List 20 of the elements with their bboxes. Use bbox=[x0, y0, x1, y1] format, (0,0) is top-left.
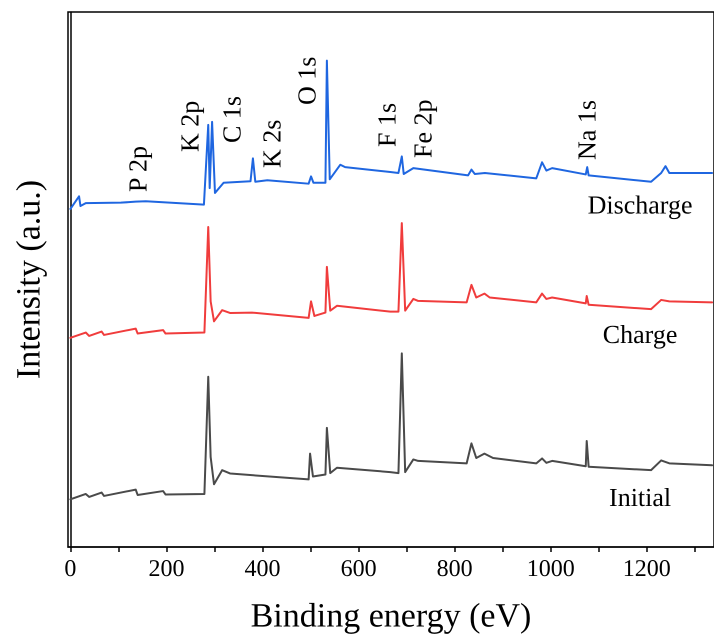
x-tick-label: 200 bbox=[148, 556, 184, 582]
annotation: K 2s bbox=[258, 120, 286, 168]
x-tick-label: 800 bbox=[436, 556, 473, 582]
annotation: P 2p bbox=[124, 146, 152, 192]
x-tick-label: 1000 bbox=[526, 556, 575, 582]
annotation: K 2p bbox=[176, 100, 204, 152]
x-tick-label: 1200 bbox=[622, 556, 671, 582]
x-tick-label: 0 bbox=[64, 556, 76, 582]
annotation: F 1s bbox=[372, 102, 402, 147]
annotation: Fe 2p bbox=[408, 100, 438, 158]
series-label: Initial bbox=[609, 482, 672, 512]
y-axis-title: Intensity (a.u.) bbox=[10, 180, 48, 380]
series-label: Charge bbox=[602, 320, 678, 349]
annotation: C 1s bbox=[218, 96, 246, 143]
annotation: O 1s bbox=[292, 56, 322, 105]
series-label: Discharge bbox=[588, 190, 693, 220]
x-axis-title: Binding energy (eV) bbox=[250, 598, 532, 634]
x-tick-label: 400 bbox=[244, 556, 281, 582]
x-tick-label: 600 bbox=[340, 556, 377, 582]
annotation: Na 1s bbox=[572, 100, 602, 160]
